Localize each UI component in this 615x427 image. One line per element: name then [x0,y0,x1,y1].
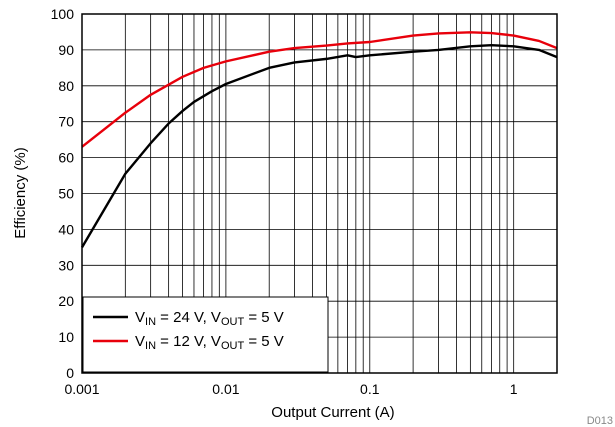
y-tick-label: 60 [58,150,74,166]
legend-text-part: = 5 V [244,309,284,326]
legend-text-part: V [135,333,145,350]
y-axis-title: Efficiency (%) [12,147,29,238]
y-tick-label: 90 [58,42,74,58]
y-tick-label: 80 [58,78,74,94]
y-tick-label: 10 [58,329,74,345]
x-tick-label: 0.1 [360,381,380,397]
y-tick-label: 20 [58,293,74,309]
x-tick-label: 1 [510,381,518,397]
legend-subscript: IN [145,340,156,352]
x-tick-label: 0.01 [212,381,239,397]
x-tick-label: 0.001 [64,381,99,397]
x-axis-title: Output Current (A) [271,404,394,421]
y-tick-label: 50 [58,186,74,202]
legend-subscript: IN [145,316,156,328]
legend-label-2: VIN = 12 V, VOUT = 5 V [135,333,284,352]
legend-text-part: = 5 V [244,333,284,350]
legend-text-part: = 24 V, V [156,309,221,326]
y-tick-label: 0 [66,365,74,381]
y-tick-label: 30 [58,257,74,273]
legend-text-part: V [135,309,145,326]
legend-label-1: VIN = 24 V, VOUT = 5 V [135,309,284,328]
legend-text-part: = 12 V, V [156,333,221,350]
legend-subscript: OUT [221,340,245,352]
footnote-label: D013 [587,415,613,427]
y-tick-label: 40 [58,221,74,237]
y-tick-label: 70 [58,114,74,130]
y-tick-label: 100 [51,6,75,22]
legend-subscript: OUT [221,316,245,328]
